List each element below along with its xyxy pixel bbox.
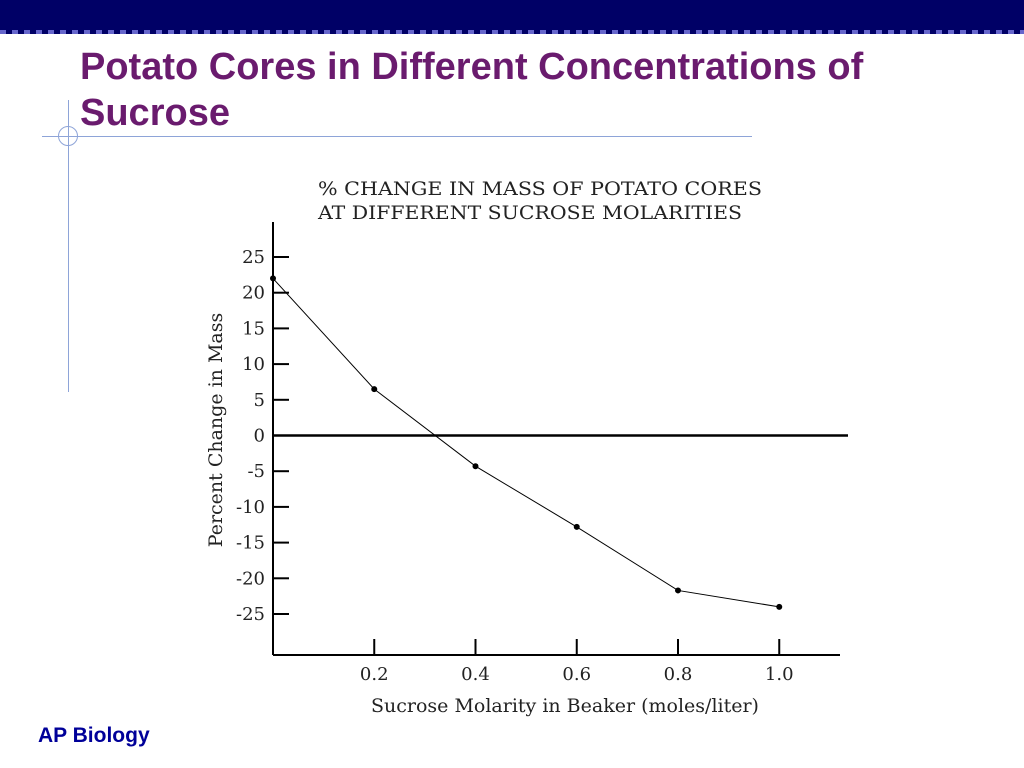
y-axis-ticks: 25 20 15 10 5 0 -5 -10 -15 -20 -25 (236, 247, 289, 625)
y-tick-label: 10 (242, 354, 265, 375)
y-tick-label: 5 (254, 390, 265, 411)
chart-title-line-1: % CHANGE IN MASS OF POTATO CORES (318, 178, 762, 200)
slide-title-line-1: Potato Cores in Different Concentrations… (80, 46, 864, 88)
data-point (371, 386, 378, 393)
footer-label: AP Biology (38, 724, 150, 747)
x-axis-ticks: 0.2 0.4 0.6 0.8 1.0 (360, 639, 794, 685)
data-point (776, 603, 783, 610)
y-tick-label: 25 (242, 247, 265, 268)
y-tick-label: 15 (242, 318, 265, 339)
x-tick-label: 0.8 (664, 664, 693, 685)
data-point (573, 523, 580, 530)
x-tick-label: 0.4 (461, 664, 490, 685)
slide-title: Potato Cores in Different Concentrations… (80, 44, 960, 136)
chart-title-line-2: AT DIFFERENT SUCROSE MOLARITIES (317, 202, 742, 224)
x-axis-label: Sucrose Molarity in Beaker (moles/liter) (371, 695, 759, 717)
y-tick-label: 20 (242, 283, 265, 304)
series-line (272, 278, 780, 608)
y-tick-label: -5 (247, 461, 265, 482)
data-points (270, 275, 783, 610)
y-tick-label: -10 (236, 497, 265, 518)
y-tick-label: -20 (236, 568, 265, 589)
y-tick-label: -15 (236, 533, 265, 554)
decorative-horizontal-line (42, 136, 752, 137)
decorative-vertical-line (68, 100, 69, 392)
data-point (270, 275, 276, 282)
header-bar-edge (0, 30, 1024, 34)
header-bar (0, 0, 1024, 34)
y-tick-label: -25 (236, 604, 265, 625)
x-tick-label: 0.6 (562, 664, 591, 685)
x-tick-label: 0.2 (360, 664, 389, 685)
y-axis-label: Percent Change in Mass (205, 313, 227, 547)
slide-title-line-2: Sucrose (80, 92, 230, 134)
decorative-crosshair-circle (58, 126, 78, 146)
y-tick-label: 0 (254, 426, 265, 447)
data-point (675, 587, 681, 594)
data-point (472, 463, 479, 470)
x-tick-label: 1.0 (765, 664, 794, 685)
